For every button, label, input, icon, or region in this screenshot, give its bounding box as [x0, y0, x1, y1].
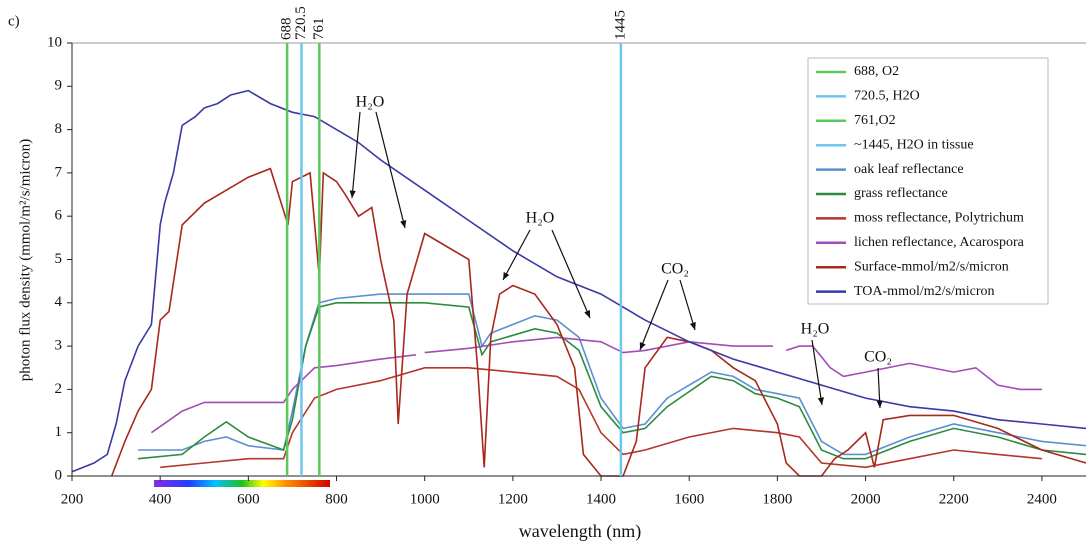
- annotation-arrow: [811, 339, 823, 406]
- x-axis-label: wavelength (nm): [519, 521, 641, 542]
- annotation-arrow: [351, 111, 361, 199]
- arrow-head: [503, 272, 510, 280]
- y-tick-label: 7: [55, 164, 63, 180]
- x-tick-label: 600: [237, 491, 260, 507]
- legend-label: oak leaf reflectance: [854, 162, 964, 177]
- x-tick-label: 1400: [586, 491, 616, 507]
- y-tick-label: 8: [55, 121, 63, 137]
- annotation-arrow: [502, 229, 531, 281]
- arrow-head: [400, 220, 407, 228]
- reference-line-label: 720.5: [293, 6, 309, 40]
- arrow-head: [689, 322, 696, 330]
- arrow-head: [349, 190, 356, 198]
- legend-label: Surface-mmol/m2/s/micron: [854, 259, 1009, 274]
- annotation: H₂O: [526, 210, 555, 227]
- series-line: [110, 167, 1087, 477]
- x-tick-label: 1800: [762, 491, 792, 507]
- visible-spectrum-bar: [154, 480, 330, 487]
- legend-label: 720.5, H2O: [854, 89, 920, 104]
- legend-label: 761,O2: [854, 113, 896, 128]
- arrow-head: [876, 400, 883, 408]
- y-tick-label: 4: [55, 294, 63, 310]
- reference-line-label: 688: [279, 18, 295, 41]
- series-line: [138, 293, 1087, 456]
- annotation: CO₂: [661, 261, 689, 278]
- y-tick-label: 2: [55, 381, 63, 397]
- x-tick-label: 800: [325, 491, 348, 507]
- y-tick-label: 9: [55, 78, 63, 94]
- legend-box: [807, 57, 1049, 305]
- series-line: [138, 302, 1087, 460]
- x-tick-label: 2000: [851, 491, 881, 507]
- legend-label: ~1445, H2O in tissue: [854, 137, 974, 152]
- series-line: [160, 367, 1042, 469]
- annotation-arrow: [679, 279, 696, 331]
- x-tick-label: 2200: [939, 491, 969, 507]
- x-tick-label: 200: [61, 491, 84, 507]
- legend-label: grass reflectance: [854, 186, 948, 201]
- reference-line-label: 1445: [612, 10, 628, 40]
- annotation-arrow: [375, 111, 406, 229]
- y-tick-label: 0: [55, 467, 63, 483]
- arrow-head: [639, 342, 646, 350]
- legend-label: 688, O2: [854, 64, 899, 79]
- legend-label: moss reflectance, Polytrichum: [854, 211, 1024, 226]
- annotation: H₂O: [801, 321, 830, 338]
- x-tick-label: 400: [149, 491, 172, 507]
- annotation: CO₂: [864, 349, 892, 366]
- x-tick-label: 1000: [410, 491, 440, 507]
- annotation-arrow: [551, 229, 591, 319]
- y-tick-label: 3: [55, 338, 63, 354]
- annotation: H₂O: [356, 94, 385, 111]
- series-line: [71, 89, 1087, 473]
- y-tick-label: 10: [47, 34, 62, 50]
- annotation-arrow: [639, 279, 669, 351]
- x-tick-label: 1200: [498, 491, 528, 507]
- reference-line-label: 761: [311, 18, 327, 41]
- y-tick-label: 6: [55, 208, 63, 224]
- x-tick-label: 2400: [1027, 491, 1057, 507]
- panel-label: c): [8, 13, 20, 29]
- y-tick-label: 1: [55, 424, 63, 440]
- y-tick-label: 5: [55, 251, 63, 267]
- legend-label: TOA-mmol/m2/s/micron: [854, 284, 995, 299]
- x-tick-label: 1600: [674, 491, 704, 507]
- y-axis-label: photon flux density (mmol/m²/s/micron): [17, 139, 33, 381]
- legend-label: lichen reflectance, Acarospora: [854, 235, 1025, 250]
- arrow-head: [817, 397, 824, 405]
- arrow-head: [584, 310, 590, 318]
